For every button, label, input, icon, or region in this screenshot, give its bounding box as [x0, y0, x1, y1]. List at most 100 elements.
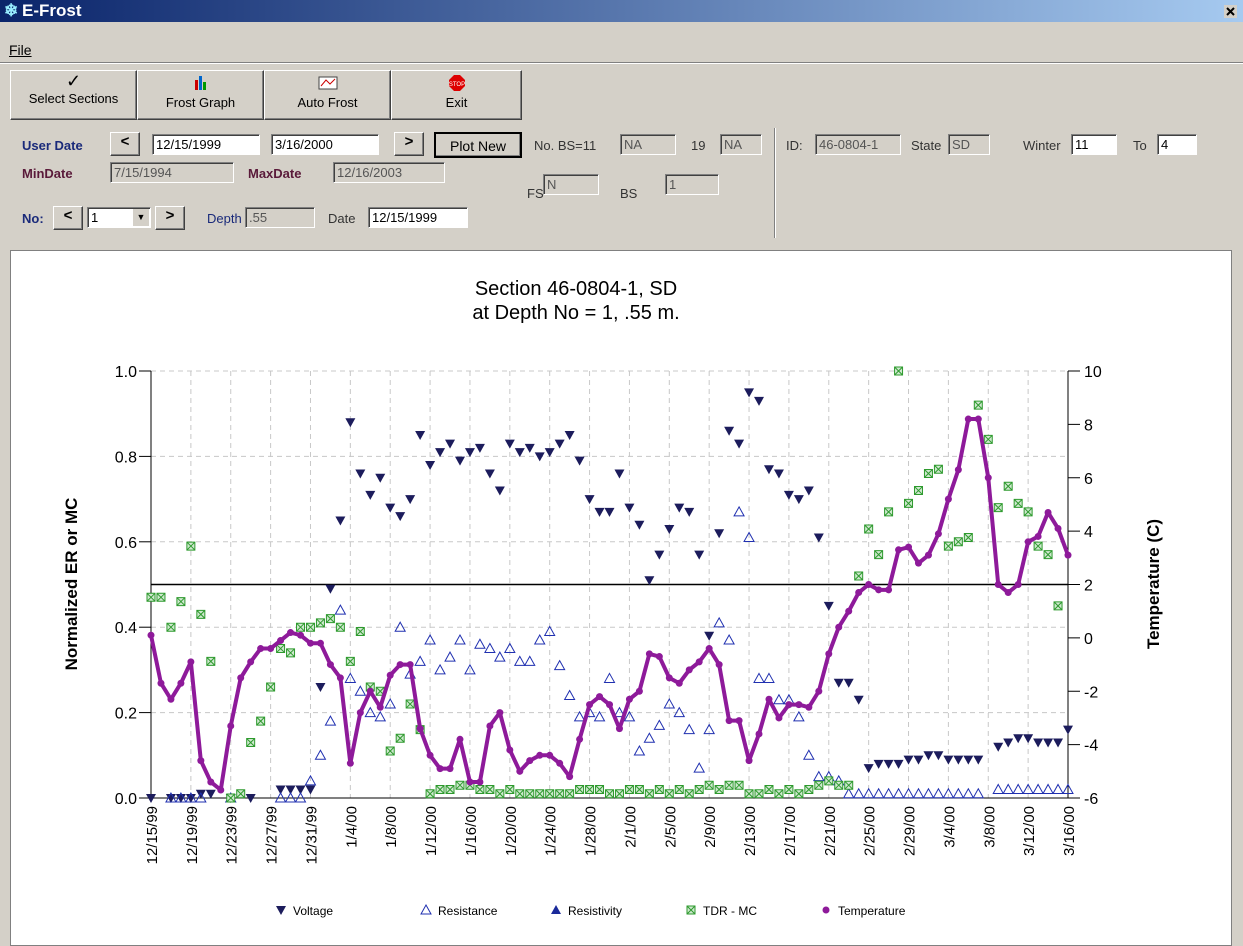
resistance-point	[733, 505, 745, 517]
bs2-field: 1	[665, 174, 719, 195]
resistance-point	[513, 655, 526, 666]
tdr-point	[595, 784, 605, 794]
tdr-point	[435, 784, 445, 794]
temperature-point	[715, 661, 723, 669]
prev-button[interactable]: <	[110, 132, 140, 156]
temperature-point	[416, 725, 424, 733]
tdr-point	[246, 737, 256, 747]
tdr-point	[345, 656, 355, 666]
voltage-point	[923, 751, 934, 761]
voltage-point	[395, 512, 406, 522]
legend-label: Voltage	[293, 904, 333, 918]
resistance-point	[384, 698, 397, 709]
resistance-point	[175, 791, 187, 803]
resistance-point	[852, 787, 865, 799]
chart-subtitle: at Depth No = 1, .55 m.	[472, 302, 679, 324]
y-axis-label: Normalized ER or MC	[62, 498, 81, 671]
to-input[interactable]: 4	[1157, 134, 1197, 155]
voltage-point	[185, 794, 196, 803]
tdr-point	[844, 780, 854, 790]
date-input[interactable]: 12/15/1999	[368, 207, 468, 228]
tdr-point	[963, 533, 973, 543]
resistance-point	[613, 706, 626, 718]
x-tick-label: 3/4/00	[941, 806, 958, 848]
end-date-input[interactable]: 3/16/2000	[271, 134, 379, 155]
start-date-input[interactable]: 12/15/1999	[152, 134, 260, 155]
label: ID:	[786, 138, 803, 153]
x-tick-label: 1/20/00	[503, 806, 520, 856]
temperature-point	[147, 631, 155, 639]
tdr-point	[894, 366, 904, 376]
voltage-point	[205, 789, 216, 799]
label: No. BS=11	[534, 138, 597, 153]
temperature-point	[566, 773, 574, 781]
window-title: E-Frost	[22, 1, 82, 20]
voltage-point	[245, 794, 256, 803]
y2-tick-label: 8	[1084, 417, 1093, 434]
next-button[interactable]: >	[394, 132, 424, 156]
legend-label: Resistivity	[568, 904, 622, 918]
voltage-point	[823, 601, 834, 611]
voltage-point	[943, 755, 954, 765]
legend-item: Voltage	[276, 904, 333, 918]
resistance-point	[992, 783, 1005, 794]
tdr-point	[854, 571, 864, 581]
voltage-point	[415, 431, 426, 441]
temperature-point	[675, 679, 683, 687]
tdr-point	[834, 780, 844, 790]
resistance-point	[194, 791, 207, 803]
voltage-point	[276, 906, 286, 915]
temperature-point	[287, 629, 295, 637]
temperature-point	[685, 666, 693, 674]
select-value: 1	[91, 210, 99, 225]
x-tick-label: 2/17/00	[782, 806, 799, 856]
resistance-point	[972, 787, 985, 799]
resistance-point	[1032, 783, 1044, 794]
resistance-point	[643, 732, 656, 743]
menu-file[interactable]: File	[9, 42, 32, 58]
tdr-point	[784, 784, 794, 794]
voltage-point	[724, 426, 735, 436]
voltage-point	[793, 495, 804, 505]
resistivity-point	[551, 905, 561, 914]
winter-input[interactable]: 11	[1071, 134, 1117, 155]
voltage-point	[614, 469, 625, 479]
label: 19	[691, 138, 706, 153]
no-next-button[interactable]: >	[155, 206, 185, 230]
select-sections-button[interactable]: ✓ Select Sections	[10, 70, 137, 120]
tdr-point	[804, 784, 814, 794]
y-tick-label: 0.0	[115, 791, 137, 808]
tdr-point	[904, 498, 914, 508]
resistance-point	[543, 625, 556, 636]
resistance-point	[673, 706, 686, 718]
tdr-point	[1013, 498, 1023, 508]
tdr-point	[734, 780, 744, 790]
y2-tick-label: 10	[1084, 364, 1102, 381]
temperature-point	[336, 674, 344, 682]
no-select[interactable]: 1 ▼	[87, 207, 151, 228]
label: User Date	[22, 138, 83, 153]
no-prev-button[interactable]: <	[53, 206, 83, 230]
tdr-point	[654, 784, 664, 794]
resistance-point	[623, 710, 636, 722]
close-button[interactable]	[1224, 5, 1237, 18]
temperature-point	[157, 679, 165, 687]
frost-graph-button[interactable]: Frost Graph	[137, 70, 264, 120]
temperature-point	[815, 687, 823, 695]
legend-label: Resistance	[438, 904, 498, 918]
label: No:	[22, 211, 44, 226]
temperature-point	[615, 725, 623, 733]
temperature-point	[875, 586, 883, 594]
tdr-point	[455, 780, 465, 790]
exit-button[interactable]: STOP Exit	[391, 70, 522, 120]
temperature-point	[944, 495, 952, 503]
plot-new-button[interactable]: Plot New	[434, 132, 522, 158]
temperature-point	[217, 786, 225, 794]
auto-frost-button[interactable]: Auto Frost	[264, 70, 391, 120]
voltage-point	[833, 678, 844, 688]
voltage-point	[454, 456, 465, 466]
tdr-point	[884, 507, 894, 517]
button-label: Auto Frost	[297, 95, 358, 110]
resistance-point	[503, 642, 516, 654]
temperature-point	[655, 653, 663, 661]
